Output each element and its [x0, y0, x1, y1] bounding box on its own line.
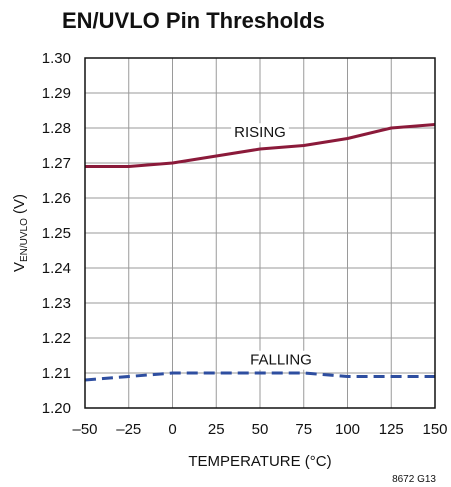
- y-tick-label: 1.27: [42, 155, 71, 172]
- x-axis-label: TEMPERATURE (°C): [188, 453, 331, 470]
- annotation-background: [247, 350, 315, 370]
- x-tick-label: 100: [335, 421, 360, 438]
- figure-id: 8672 G13: [392, 474, 436, 485]
- x-tick-labels: –50 –25 0 25 50 75 100 125 150: [72, 421, 447, 438]
- x-tick-label: 50: [252, 421, 269, 438]
- x-tick-label: 25: [208, 421, 225, 438]
- chart-title: EN/UVLO Pin Thresholds: [62, 8, 325, 33]
- x-tick-label: 150: [422, 421, 447, 438]
- x-tick-label: 75: [295, 421, 312, 438]
- y-axis-label: VEN/UVLO (V): [11, 194, 30, 272]
- series-layer: [84, 123, 436, 382]
- y-tick-label: 1.24: [42, 260, 71, 277]
- y-tick-label: 1.30: [42, 50, 71, 67]
- annotation-rising: RISING: [234, 124, 286, 141]
- x-tick-label: –25: [116, 421, 141, 438]
- y-tick-label: 1.25: [42, 225, 71, 242]
- y-tick-label: 1.20: [42, 400, 71, 417]
- annotation-falling: FALLING: [250, 352, 312, 369]
- x-tick-label: 125: [379, 421, 404, 438]
- annotation-background: [231, 123, 289, 143]
- plot-frame: [84, 57, 436, 409]
- x-tick-label: 0: [168, 421, 176, 438]
- y-tick-label: 1.28: [42, 120, 71, 137]
- y-tick-labels: 1.20 1.21 1.22 1.23 1.24 1.25 1.26 1.27 1.28 1.29…: [42, 50, 71, 417]
- y-tick-label: 1.29: [42, 85, 71, 102]
- y-tick-label: 1.22: [42, 330, 71, 347]
- y-tick-label: 1.26: [42, 190, 71, 207]
- y-tick-label: 1.21: [42, 365, 71, 382]
- y-axis-label-main: V: [11, 262, 28, 272]
- y-tick-label: 1.23: [42, 295, 71, 312]
- annotations: RISING FALLING: [231, 123, 315, 370]
- y-axis-label-suffix: (V): [11, 194, 28, 218]
- x-tick-label: –50: [72, 421, 97, 438]
- y-axis-label-subscript: EN/UVLO: [19, 218, 30, 262]
- series-line-falling: [84, 371, 435, 382]
- series-line-rising: [85, 123, 436, 168]
